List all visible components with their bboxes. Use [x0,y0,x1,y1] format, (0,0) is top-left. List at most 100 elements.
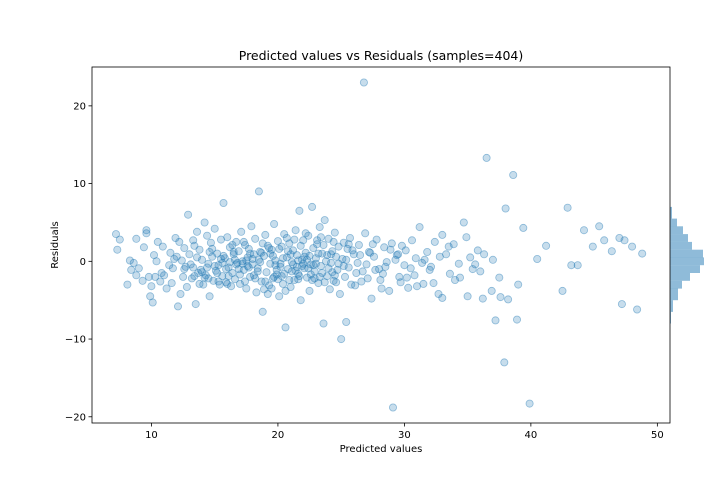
data-point [442,250,451,259]
residuals-histogram [670,206,704,324]
data-point [214,261,223,270]
data-point [376,275,385,284]
data-point [216,235,225,244]
data-point [306,260,315,269]
data-point [195,245,204,254]
data-point [186,260,195,269]
data-point [342,317,351,326]
data-point [391,255,400,264]
data-point [272,265,281,274]
data-point [225,258,234,267]
data-point [148,298,157,307]
data-point [185,250,194,259]
data-point [181,262,190,271]
data-point [290,275,299,284]
data-point [363,274,372,283]
data-point [368,240,377,249]
data-point [357,277,366,286]
data-point [600,236,609,245]
data-point [387,239,396,248]
data-point [463,292,472,301]
data-point [423,247,432,256]
data-point [240,277,249,286]
data-point [283,247,292,256]
data-point [615,233,624,242]
data-point [438,293,447,302]
data-point [112,230,121,239]
data-point [313,236,322,245]
data-point [633,305,642,314]
data-point [281,286,290,295]
data-point [395,272,404,281]
data-point [371,265,380,274]
data-point [295,272,304,281]
data-point [381,262,390,271]
y-tick-label: 20 [73,101,86,112]
data-point [227,282,236,291]
data-point [234,265,243,274]
data-point [504,295,513,304]
data-point [323,272,332,281]
data-point [162,284,171,293]
data-point [197,255,206,264]
data-point [168,264,177,273]
data-point [318,249,327,258]
data-point [328,247,337,256]
data-point [628,242,637,251]
data-point [400,261,409,270]
data-point [316,233,325,242]
data-point [259,251,268,260]
data-point [361,229,370,238]
data-point [224,263,233,272]
data-point [180,265,189,274]
data-point [588,242,597,251]
data-point [299,236,308,245]
data-point [276,259,285,268]
data-point [332,278,341,287]
x-tick-label: 50 [651,430,664,441]
data-point [271,261,280,270]
data-point [301,248,310,257]
data-point [344,263,353,272]
y-axis-ticks: −20 −10 0 10 20 [65,101,92,423]
data-point [334,242,343,251]
data-point [533,254,542,263]
data-point [514,280,523,289]
data-point [396,278,405,287]
data-point [419,279,428,288]
data-point [435,252,444,261]
data-point [272,270,281,279]
data-point [313,240,322,249]
data-point [306,270,315,279]
data-point [304,264,313,273]
data-point [263,241,272,250]
data-point [219,251,228,260]
data-point [280,269,289,278]
data-point [567,261,576,270]
data-point [314,249,323,258]
histogram-bar [670,311,671,324]
data-point [338,254,347,263]
data-point [171,233,180,242]
data-point [199,280,208,289]
data-point [471,260,480,269]
data-point [364,247,373,256]
data-point [297,255,306,264]
data-point [177,256,186,265]
data-point [134,264,143,273]
data-point [197,268,206,277]
data-point [310,274,319,283]
data-point [281,323,290,332]
data-point [191,300,200,309]
data-point [138,276,147,285]
data-point [258,307,267,316]
data-point [247,222,256,231]
data-point [488,255,497,264]
data-point [232,237,241,246]
y-tick-label: −10 [65,335,86,346]
data-point [268,251,277,260]
data-point [558,286,567,295]
data-point [210,261,219,270]
data-point [266,259,275,268]
data-point [194,268,203,277]
